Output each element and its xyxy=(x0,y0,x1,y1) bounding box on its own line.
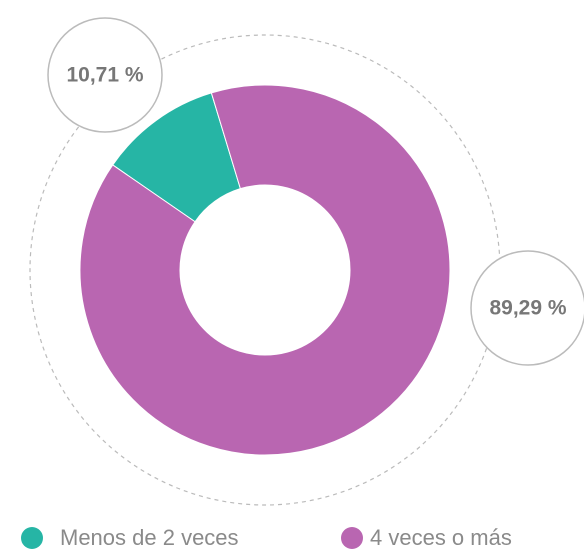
legend-swatch xyxy=(341,527,363,549)
label-bubble xyxy=(47,17,163,133)
legend-swatch xyxy=(21,527,43,549)
label-bubble xyxy=(470,250,584,366)
value-label: 89,29 % xyxy=(489,297,566,320)
value-label: 10,71 % xyxy=(66,64,143,87)
legend-label: Menos de 2 veces xyxy=(60,525,239,550)
legend-label: 4 veces o más xyxy=(370,525,512,550)
donut-slice xyxy=(79,84,451,456)
